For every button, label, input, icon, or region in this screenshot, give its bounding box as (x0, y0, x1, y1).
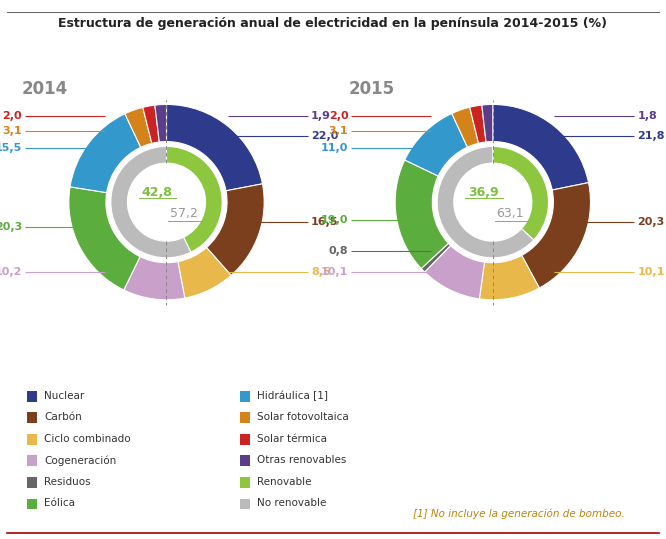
Text: 10,1: 10,1 (637, 267, 665, 278)
Text: Hidráulica [1]: Hidráulica [1] (257, 390, 328, 401)
Text: Otras renovables: Otras renovables (257, 455, 346, 465)
Text: Solar térmica: Solar térmica (257, 434, 327, 444)
Wedge shape (437, 147, 533, 258)
Wedge shape (143, 105, 159, 143)
Wedge shape (425, 245, 484, 299)
Text: 57,2: 57,2 (170, 208, 198, 220)
Text: 22,0: 22,0 (311, 130, 338, 141)
Wedge shape (405, 114, 468, 176)
Text: 63,1: 63,1 (497, 208, 524, 220)
Wedge shape (482, 105, 493, 142)
Text: Estructura de generación anual de electricidad en la península 2014-2015 (%): Estructura de generación anual de electr… (59, 17, 607, 30)
Wedge shape (124, 257, 184, 300)
Text: 15,5: 15,5 (0, 143, 22, 154)
Wedge shape (69, 187, 140, 290)
Text: 0,8: 0,8 (328, 246, 348, 256)
Wedge shape (124, 257, 140, 290)
Text: 36,9: 36,9 (468, 186, 498, 199)
Text: 2015: 2015 (348, 80, 394, 98)
Text: 20,3: 20,3 (637, 217, 665, 227)
Wedge shape (452, 107, 478, 147)
Text: 21,8: 21,8 (637, 130, 665, 141)
Wedge shape (178, 247, 231, 298)
Text: 2014: 2014 (22, 80, 68, 98)
Wedge shape (421, 243, 451, 272)
Text: Nuclear: Nuclear (44, 391, 84, 400)
Wedge shape (493, 147, 549, 240)
Text: Carbón: Carbón (44, 412, 82, 422)
Text: Cogeneración: Cogeneración (44, 455, 116, 466)
Wedge shape (395, 160, 448, 268)
Wedge shape (521, 183, 591, 288)
Text: 8,5: 8,5 (311, 267, 331, 278)
Wedge shape (166, 105, 262, 191)
Text: 10,2: 10,2 (0, 267, 22, 278)
Text: 20,3: 20,3 (0, 222, 22, 232)
Text: Eólica: Eólica (44, 499, 75, 508)
Text: 2,0: 2,0 (328, 111, 348, 121)
Wedge shape (125, 107, 152, 147)
Text: [1] No incluye la generación de bombeo.: [1] No incluye la generación de bombeo. (413, 509, 625, 520)
Text: 2,0: 2,0 (2, 111, 22, 121)
Text: 19,0: 19,0 (321, 215, 348, 225)
Wedge shape (155, 105, 166, 142)
Text: 42,8: 42,8 (141, 186, 172, 199)
Wedge shape (70, 114, 141, 192)
Text: No renovable: No renovable (257, 499, 326, 508)
Text: 3,1: 3,1 (2, 126, 22, 136)
Text: Solar fotovoltaica: Solar fotovoltaica (257, 412, 349, 422)
Wedge shape (480, 255, 539, 300)
Wedge shape (166, 147, 222, 252)
Text: Ciclo combinado: Ciclo combinado (44, 434, 131, 444)
Wedge shape (206, 184, 264, 275)
Text: 1,8: 1,8 (637, 111, 657, 121)
Text: 16,5: 16,5 (311, 217, 338, 227)
Text: Residuos: Residuos (44, 477, 91, 487)
Wedge shape (493, 105, 589, 190)
Text: 3,1: 3,1 (328, 126, 348, 136)
Text: 1,9: 1,9 (311, 111, 331, 121)
Wedge shape (470, 105, 486, 143)
Text: 11,0: 11,0 (321, 143, 348, 154)
Text: 10,1: 10,1 (321, 267, 348, 278)
Wedge shape (111, 147, 191, 258)
Text: Renovable: Renovable (257, 477, 312, 487)
